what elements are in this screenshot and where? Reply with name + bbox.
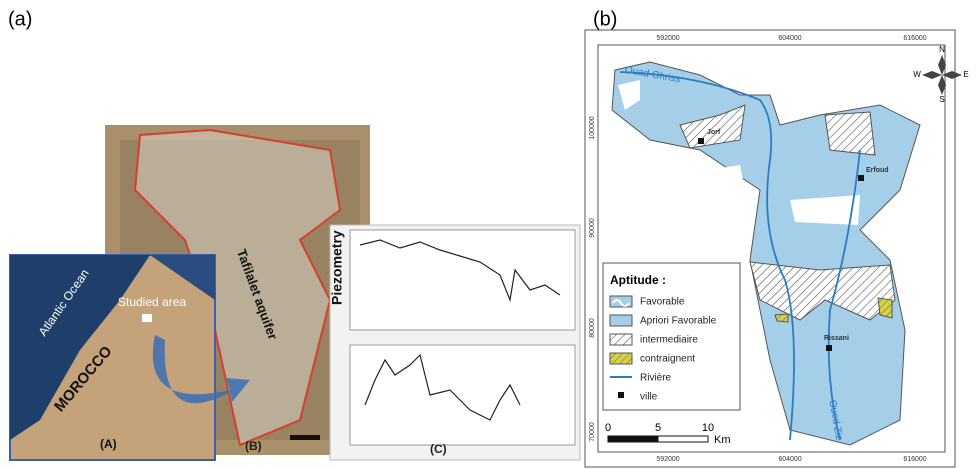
scale-label: 10 [702,422,714,434]
x-coordinate: 616000 [903,456,926,463]
area-marker [142,314,152,322]
panel-label: (b) [593,8,617,30]
graphs-title: Piezometry [329,230,345,305]
area-label: Studied area [118,295,186,309]
panel-sublabel: (C) [430,442,447,456]
compass-label: N [939,45,945,54]
legend-label: Rivière [640,373,672,384]
legend-label: ville [640,392,658,403]
y-coordinate: 80000 [589,318,596,338]
town-marker [826,345,832,351]
x-coordinate: 592000 [656,35,679,42]
town-marker [698,138,704,144]
y-coordinate: 100000 [589,116,596,139]
legend-title: Aptitude : [610,273,666,287]
legend-label: contraignent [640,354,695,365]
x-coordinate: 592000 [656,456,679,463]
scale-label: 0 [605,422,611,434]
town-label: Erfoud [866,167,889,174]
scale-unit: Km [714,434,731,446]
map: Ouad Ghriss Oued Ziz Jorf Erfoud Rissani… [584,29,969,468]
piezometry-graphs: Piezometry (C) [329,224,581,461]
intermediate-zone [679,104,746,149]
compass: N S E W [913,45,968,104]
intermediate-zone [749,261,896,321]
legend: Aptitude : Favorable Apriori Favorable int… [602,262,741,411]
favorable-zone [790,195,860,225]
x-coordinate: 604000 [778,456,801,463]
compass-label: E [963,70,968,79]
scale-label: 5 [655,422,661,434]
town-label: Jorf [707,129,721,136]
legend-label: intermediaire [640,335,698,346]
panel-label: (a) [8,8,32,30]
river [827,149,861,441]
town-marker [858,175,864,181]
satellite-image: Tafilalet aquifer (B) [105,125,370,455]
legend-label: Favorable [640,297,685,308]
panel-sublabel: (B) [245,439,262,453]
compass-label: W [913,70,921,79]
favorable-zone [618,80,640,110]
town-label: Rissani [824,335,849,342]
intermediate-zone [824,111,876,156]
panel-sublabel: (A) [100,437,117,451]
y-coordinate: 70000 [589,422,596,442]
x-coordinate: 604000 [778,35,801,42]
legend-label: Apriori Favorable [640,316,717,327]
compass-label: S [939,95,944,104]
y-coordinate: 90000 [589,218,596,238]
morocco-inset: Atlantic Ocean Studied area MOROCCO (A) [9,254,250,461]
river [619,71,795,441]
constraint-zone [774,313,789,323]
constraint-zone [877,297,893,319]
arrow [152,335,250,404]
x-coordinate: 616000 [903,35,926,42]
favorable-zone [708,165,745,195]
